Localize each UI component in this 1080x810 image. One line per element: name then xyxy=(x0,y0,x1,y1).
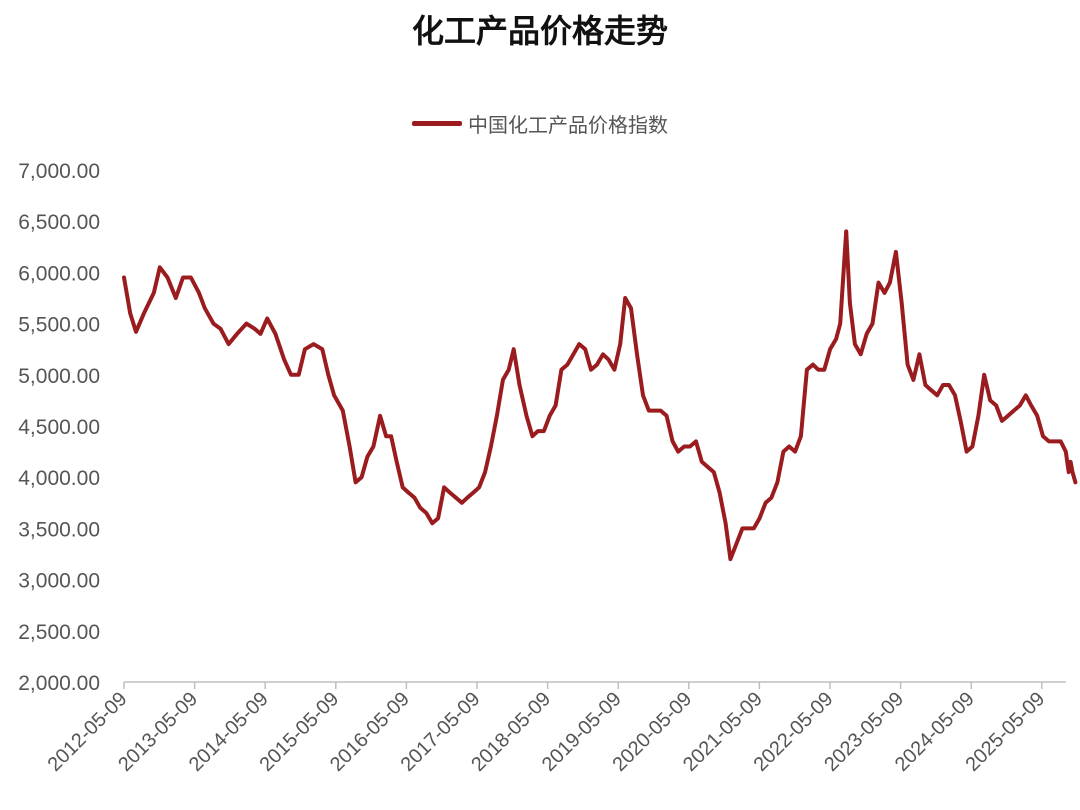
y-tick-label: 7,000.00 xyxy=(18,160,100,183)
legend: 中国化工产品价格指数 xyxy=(412,108,668,138)
y-tick-label: 5,000.00 xyxy=(18,365,100,388)
y-tick-label: 3,500.00 xyxy=(18,518,100,541)
legend-label: 中国化工产品价格指数 xyxy=(468,112,668,137)
y-tick-label: 4,000.00 xyxy=(18,467,100,490)
y-tick-label: 2,500.00 xyxy=(18,621,100,644)
y-tick-label: 2,000.00 xyxy=(18,672,100,695)
y-tick-label: 6,000.00 xyxy=(18,262,100,285)
y-tick-label: 6,500.00 xyxy=(18,211,100,234)
legend-line-swatch xyxy=(412,120,462,126)
chart-title: 化工产品价格走势 xyxy=(411,12,668,50)
y-tick-label: 3,000.00 xyxy=(18,570,100,593)
y-tick-label: 4,500.00 xyxy=(18,416,100,439)
series-line xyxy=(122,229,1078,562)
y-tick-label: 5,500.00 xyxy=(18,314,100,337)
